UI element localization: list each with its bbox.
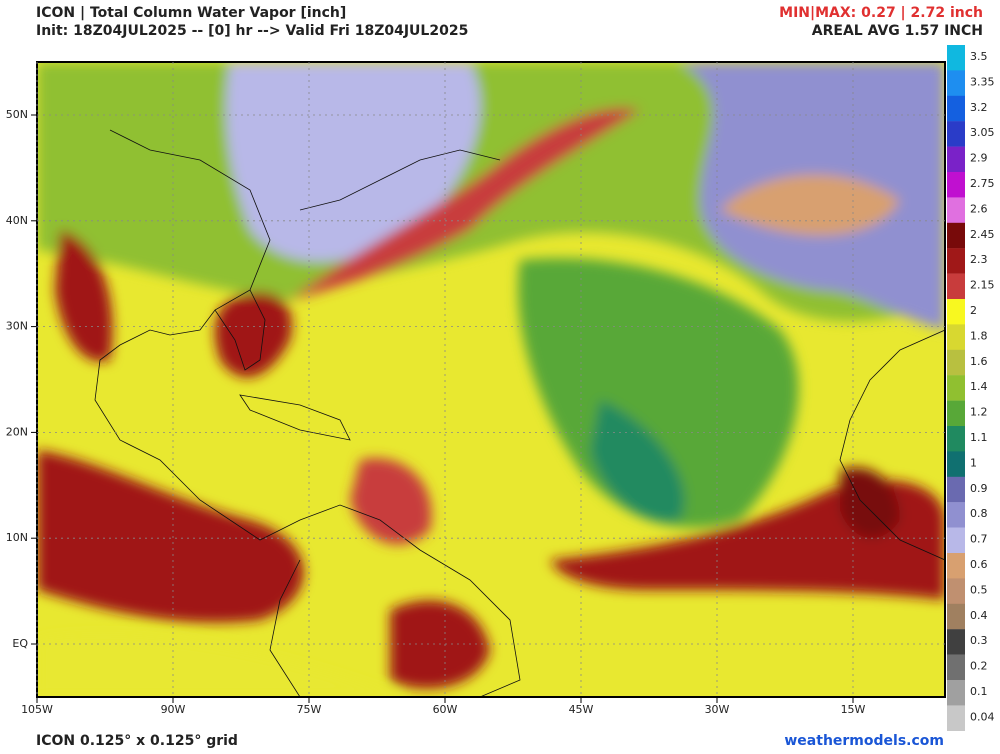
longitude-label: 75W (297, 703, 322, 716)
colorbar-label: 0.04 (970, 710, 995, 723)
longitude-label: 45W (569, 703, 594, 716)
longitude-label: 15W (841, 703, 866, 716)
longitude-label: 30W (705, 703, 730, 716)
areal-average: AREAL AVG 1.57 INCH (812, 23, 983, 39)
latitude-label: 10N (6, 531, 28, 544)
colorbar-swatch (947, 95, 965, 122)
map-frame (36, 61, 946, 698)
colorbar-label: 3.35 (970, 75, 995, 88)
colorbar-swatch (947, 527, 965, 554)
colorbar-swatch (947, 121, 965, 147)
colorbar-swatch (947, 70, 965, 96)
colorbar-label: 0.2 (970, 660, 988, 673)
colorbar-label: 0.5 (970, 583, 988, 596)
colorbar-swatch (947, 680, 965, 706)
colorbar-swatch (947, 426, 965, 452)
colorbar-swatch (947, 197, 965, 223)
colorbar-label: 2.9 (970, 152, 988, 165)
colorbar-label: 2 (970, 304, 977, 317)
colorbar-label: 1.6 (970, 355, 988, 368)
colorbar-label: 1 (970, 456, 977, 469)
colorbar: 3.5 3.35 3.2 3.05 2.9 2.75 2.6 2.45 2.3 2.15 2 1.8 1… (947, 45, 995, 731)
colorbar-swatch (947, 146, 965, 173)
title: ICON | Total Column Water Vapor [inch] (36, 5, 346, 21)
colorbar-label: 0.6 (970, 558, 988, 571)
colorbar-label: 0.8 (970, 507, 988, 520)
colorbar-label: 0.1 (970, 685, 988, 698)
latitude-label: 20N (6, 425, 28, 438)
latitude-label: 50N (6, 108, 28, 121)
colorbar-swatch (947, 502, 965, 528)
colorbar-label: 3.5 (970, 50, 988, 63)
colorbar-swatch (947, 705, 965, 731)
latitude-label: 40N (6, 214, 28, 227)
colorbar-label: 3.05 (970, 126, 995, 139)
colorbar-label: 1.2 (970, 406, 988, 419)
latitude-label: 30N (6, 320, 28, 333)
colorbar-swatch (947, 578, 965, 604)
colorbar-swatch (947, 324, 965, 350)
map-field (37, 62, 945, 697)
longitude-label: 60W (433, 703, 458, 716)
colorbar-swatch (947, 299, 965, 325)
colorbar-label: 3.2 (970, 101, 988, 114)
grid-note: ICON 0.125° x 0.125° grid (36, 733, 238, 749)
colorbar-swatch (947, 375, 965, 401)
colorbar-label: 2.3 (970, 253, 988, 266)
colorbar-label: 0.9 (970, 482, 988, 495)
colorbar-swatch (947, 222, 965, 249)
colorbar-label: 0.3 (970, 634, 988, 647)
colorbar-label: 0.4 (970, 609, 988, 622)
colorbar-label: 2.15 (970, 279, 995, 292)
colorbar-swatch (947, 654, 965, 681)
colorbar-swatch (947, 553, 965, 579)
colorbar-swatch (947, 603, 965, 630)
longitude-label: 105W (21, 703, 53, 716)
colorbar-label: 1.8 (970, 329, 988, 342)
colorbar-swatch (947, 476, 965, 503)
colorbar-label: 2.6 (970, 202, 988, 215)
colorbar-label: 0.7 (970, 533, 988, 546)
colorbar-swatch (947, 45, 965, 71)
colorbar-swatch (947, 248, 965, 274)
colorbar-label: 1.4 (970, 380, 988, 393)
subtitle: Init: 18Z04JUL2025 -- [0] hr --> Valid F… (36, 23, 468, 39)
colorbar-swatch (947, 172, 965, 198)
latitude-label: EQ (12, 637, 28, 650)
colorbar-label: 2.75 (970, 177, 995, 190)
colorbar-swatch (947, 349, 965, 376)
source-link[interactable]: weathermodels.com (784, 733, 944, 749)
colorbar-swatch (947, 629, 965, 655)
longitude-label: 90W (161, 703, 186, 716)
colorbar-label: 2.45 (970, 228, 995, 241)
colorbar-swatch (947, 400, 965, 427)
colorbar-swatch (947, 451, 965, 477)
minmax: MIN|MAX: 0.27 | 2.72 inch (779, 5, 983, 21)
colorbar-label: 1.1 (970, 431, 988, 444)
colorbar-swatch (947, 273, 965, 300)
